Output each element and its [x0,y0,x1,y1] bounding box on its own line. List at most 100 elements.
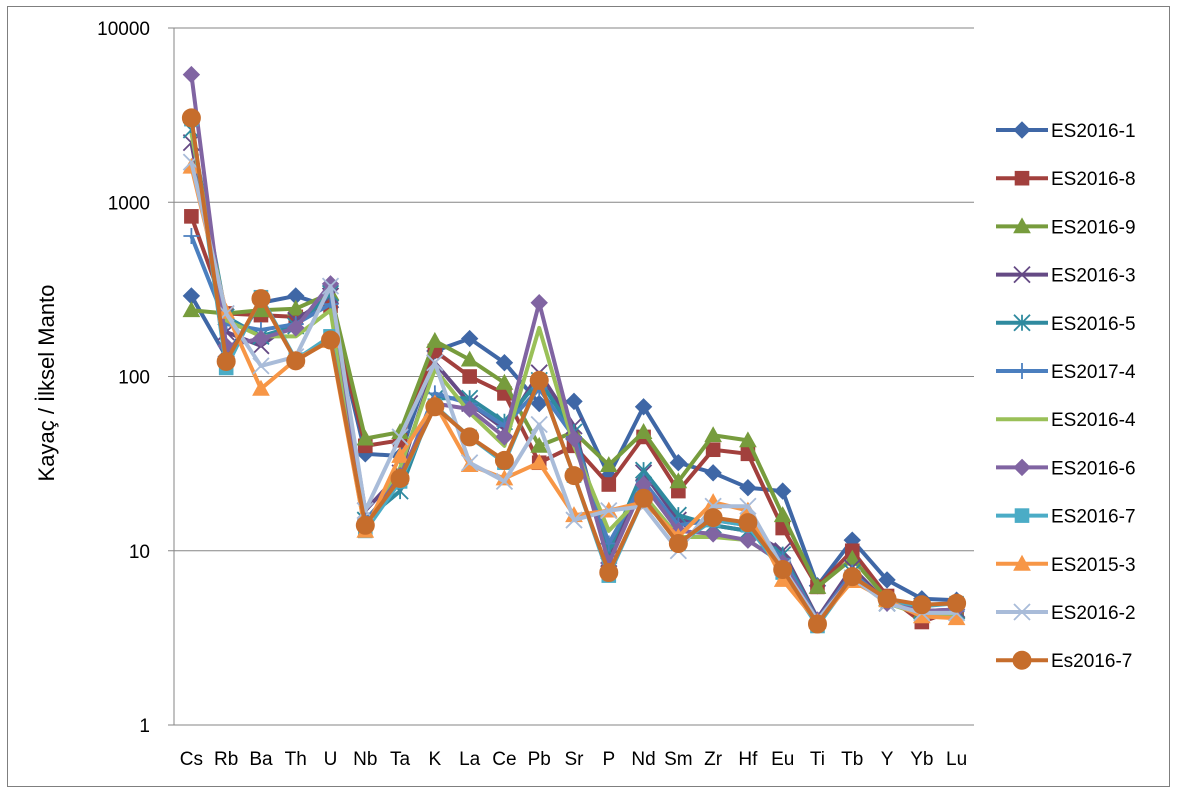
series-marker [1013,265,1031,284]
series-marker [391,446,409,463]
series-marker [495,472,514,491]
legend-item: ES2016-8 [996,169,1136,190]
series-marker [252,379,270,396]
series-marker [495,353,514,372]
legend-label: ES2016-5 [1051,314,1136,335]
legend-item: Es2016-7 [996,650,1132,672]
series-marker [877,589,897,609]
legend-item: ES2015-3 [996,554,1136,576]
series-es2016-7 [181,108,967,634]
legend-label: ES2016-6 [1051,458,1136,479]
series-marker [704,426,722,443]
series-marker [738,513,758,533]
x-tick-label: Sm [664,749,693,770]
series-marker [739,497,757,515]
series-marker [495,428,514,446]
series-marker [912,595,932,615]
legend-label: Es2016-7 [1051,651,1132,672]
series-marker [634,488,654,508]
series-marker [1013,217,1031,234]
series-marker [601,477,617,492]
series-marker [704,525,722,543]
series-marker [530,394,548,413]
x-tick-label: Nd [631,749,655,770]
series-marker [182,301,201,318]
series-marker [739,531,757,549]
series-marker [739,431,757,448]
grid-layer [174,27,974,552]
y-tick-label: 10 [129,542,150,563]
series-marker [530,453,549,470]
series-marker [669,472,688,489]
series-marker [564,466,584,486]
series-marker [1013,458,1031,477]
series-marker [251,289,271,309]
series-line [189,118,957,628]
legend-label: ES2015-3 [1051,555,1136,576]
series-marker [1013,121,1031,139]
y-tick-label: 100 [118,368,150,389]
series-marker [912,607,931,624]
x-tick-label: Ti [810,749,825,770]
x-tick-label: K [429,749,442,770]
x-tick-label: Eu [771,749,794,770]
y-axis-label: Kayaç / İlksel Manto [34,285,59,482]
x-tick-label: Lu [946,749,967,770]
x-tick-label: La [459,749,481,770]
legend-item: ES2016-2 [996,603,1136,624]
y-tick-label: 10000 [97,19,150,40]
series-marker [355,515,375,535]
legend: ES2016-1 ES2016-8 ES2016-9 ES2016-3 ES2016-5… [996,121,1136,672]
x-tick-label: Tb [841,749,863,770]
y-tick-label: 1 [139,716,150,737]
legend-label: ES2016-2 [1051,603,1136,624]
series-marker [182,65,201,84]
series-marker [773,560,793,580]
series-marker [425,397,445,417]
x-tick-label: U [324,749,338,770]
series-marker [1013,314,1031,332]
axis-layer: 1 10 100 1000 10000 Cs Rb Ba Th U Nb Ta K La Ce Pb Sr P Nd… [97,19,974,770]
chart-svg: 1 10 100 1000 10000 Cs Rb Ba Th U Nb Ta K La Ce Pb Sr P Nd… [34,19,1136,770]
x-tick-label: Ba [249,749,273,770]
legend-label: ES2016-4 [1051,410,1136,431]
series-line [189,117,957,626]
x-tick-label: P [602,749,615,770]
series-marker [252,357,270,375]
series-marker [287,319,305,337]
series-line [189,215,958,625]
legend-label: ES2016-3 [1051,266,1136,287]
series-marker [599,563,619,583]
series-marker [460,329,479,348]
legend-label: ES2016-7 [1051,507,1136,528]
series-marker [462,369,477,384]
series-marker [321,277,340,295]
legend-item: ES2016-6 [996,458,1136,479]
series-marker [495,373,514,390]
series-line [189,74,957,623]
series-marker [216,351,236,371]
series-marker [705,442,721,458]
legend-item: ES2016-4 [996,410,1136,431]
series-marker [529,370,549,390]
series-marker [1012,650,1032,670]
series-marker [184,209,199,224]
legend-label: ES2016-1 [1051,121,1136,142]
x-tick-label: Ce [492,749,516,770]
series-marker [252,329,270,348]
series-marker [947,593,967,613]
series-marker [878,571,896,589]
series-marker [1014,508,1030,523]
x-tick-label: Sr [565,749,585,770]
series-marker [842,567,862,587]
series-marker [460,427,480,447]
series-layer [181,65,967,634]
legend-label: ES2016-8 [1051,169,1136,190]
series-marker [668,534,688,554]
series-line [189,142,957,621]
series-marker [773,482,792,500]
series-marker [460,350,479,367]
series-marker [1013,603,1031,621]
series-marker [599,456,618,473]
series-line [189,129,957,623]
